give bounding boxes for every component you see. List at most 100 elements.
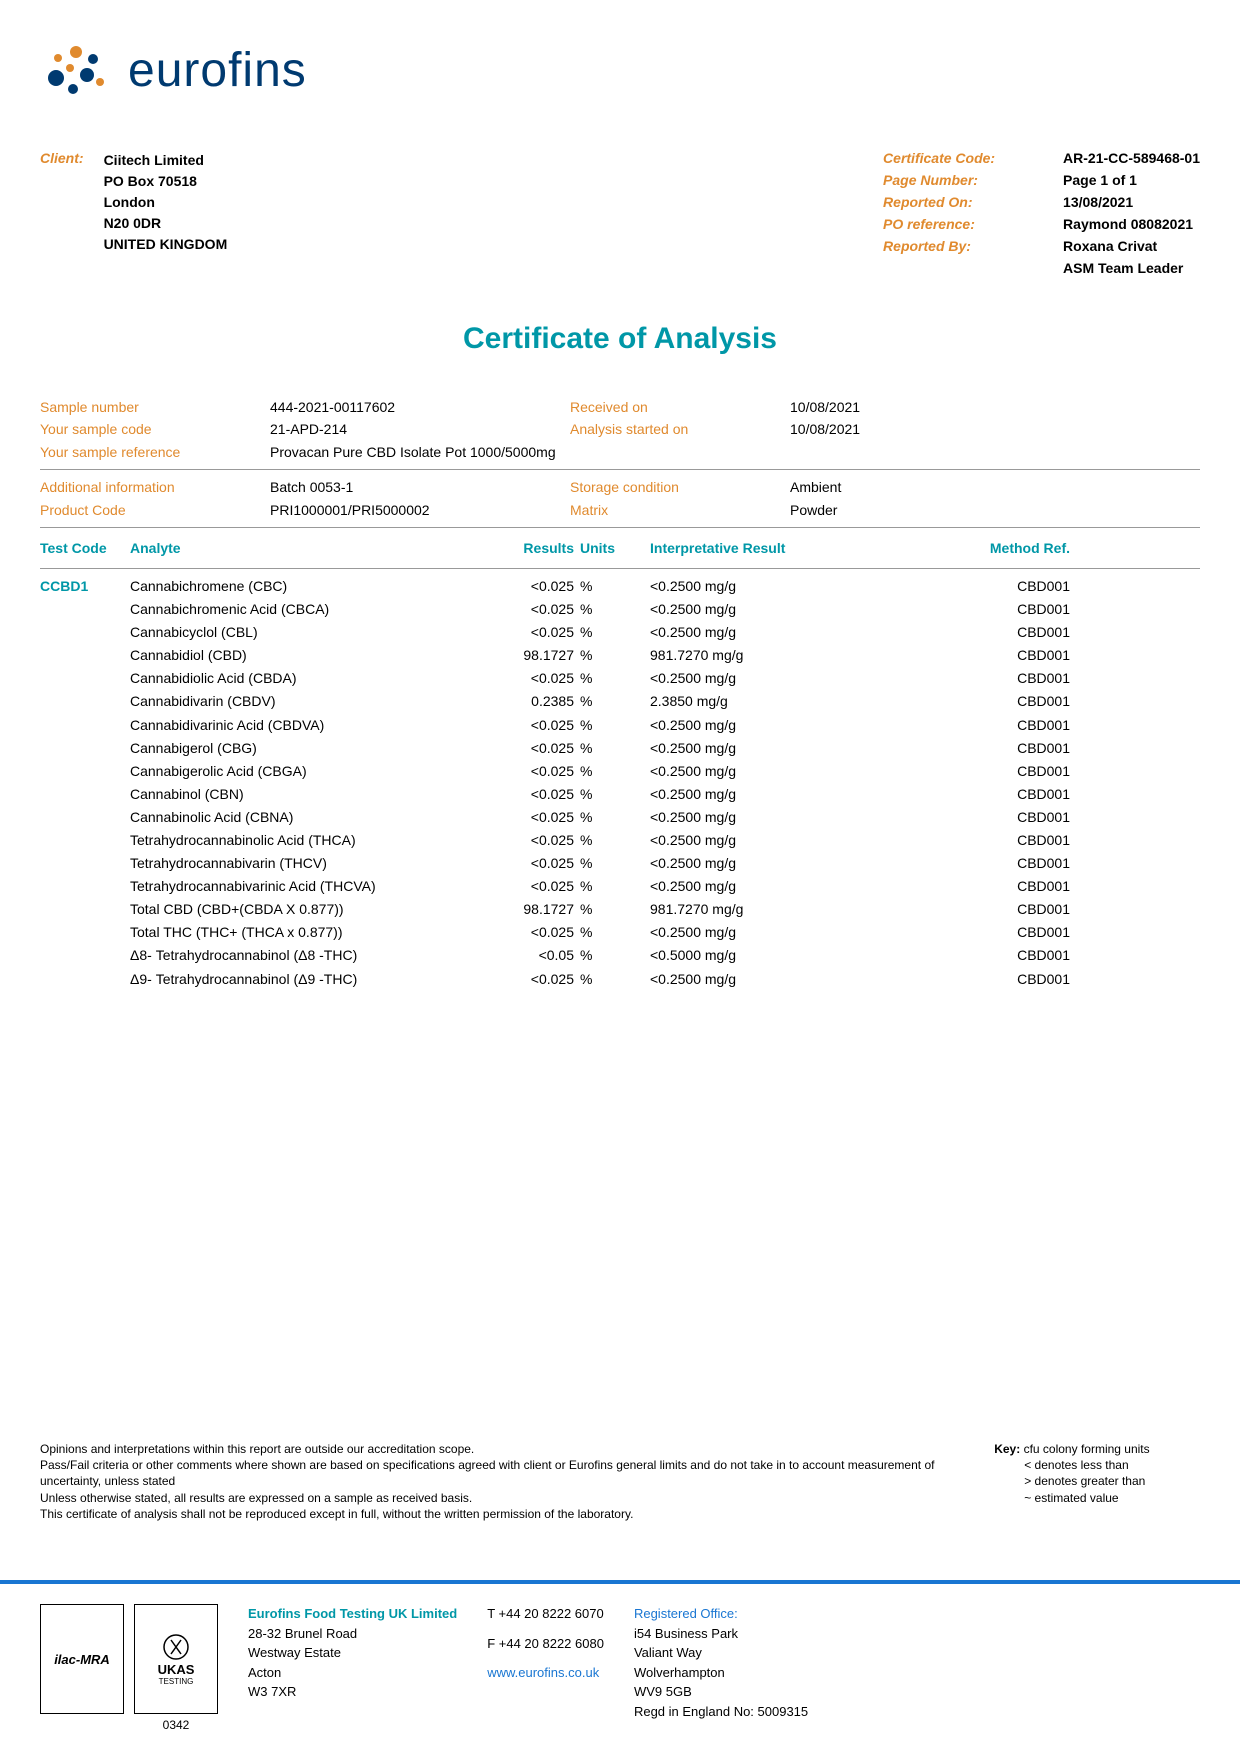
- col-method: Method Ref.: [910, 540, 1070, 556]
- cell-interp: <0.2500 mg/g: [650, 806, 910, 829]
- cell-results: <0.025: [490, 714, 580, 737]
- fax: F +44 20 8222 6080: [487, 1634, 604, 1654]
- cell-analyte: Cannabichromenic Acid (CBCA): [130, 598, 490, 621]
- cell-units: %: [580, 667, 650, 690]
- cell-method: CBD001: [910, 875, 1070, 898]
- header-block: Client: Ciitech LimitedPO Box 70518Londo…: [40, 150, 1200, 282]
- addr-line: 28-32 Brunel Road: [248, 1624, 457, 1644]
- cell-method: CBD001: [910, 944, 1070, 967]
- cell-interp: <0.2500 mg/g: [650, 968, 910, 991]
- key-item: ~ estimated value: [994, 1490, 1200, 1506]
- key-item: < denotes less than: [994, 1457, 1200, 1473]
- client-label: Client:: [40, 150, 84, 282]
- cell-units: %: [580, 852, 650, 875]
- cert-meta-val: 13/08/2021: [1063, 194, 1133, 210]
- cell-analyte: Cannabinol (CBN): [130, 783, 490, 806]
- cell-method: CBD001: [910, 898, 1070, 921]
- sample-val: Provacan Pure CBD Isolate Pot 1000/5000m…: [270, 441, 570, 463]
- cell-interp: <0.2500 mg/g: [650, 737, 910, 760]
- website-link[interactable]: www.eurofins.co.uk: [487, 1663, 604, 1683]
- cell-results: <0.05: [490, 944, 580, 967]
- cell-units: %: [580, 921, 650, 944]
- cell-method: CBD001: [910, 598, 1070, 621]
- cell-method: CBD001: [910, 968, 1070, 991]
- client-line: N20 0DR: [104, 213, 228, 234]
- cert-meta-val: Roxana Crivat: [1063, 238, 1157, 254]
- results-row: Cannabicyclol (CBL)<0.025%<0.2500 mg/gCB…: [40, 621, 1200, 644]
- cell-interp: <0.2500 mg/g: [650, 714, 910, 737]
- ukas-sub: TESTING: [159, 1677, 194, 1686]
- cell-results: <0.025: [490, 737, 580, 760]
- cert-meta-row: ASM Team Leader: [883, 260, 1200, 276]
- cell-interp: <0.2500 mg/g: [650, 598, 910, 621]
- cell-interp: <0.2500 mg/g: [650, 921, 910, 944]
- cell-method: CBD001: [910, 714, 1070, 737]
- cell-units: %: [580, 690, 650, 713]
- cell-analyte: Cannabigerol (CBG): [130, 737, 490, 760]
- cell-method: CBD001: [910, 737, 1070, 760]
- results-row: Cannabidiol (CBD)98.1727%981.7270 mg/gCB…: [40, 644, 1200, 667]
- cell-method: CBD001: [910, 690, 1070, 713]
- cell-analyte: Total CBD (CBD+(CBDA X 0.877)): [130, 898, 490, 921]
- addr-line: Regd in England No: 5009315: [634, 1702, 808, 1722]
- sample-key2: Received on: [570, 396, 790, 418]
- results-row: Total CBD (CBD+(CBDA X 0.877))98.1727%98…: [40, 898, 1200, 921]
- divider: [40, 527, 1200, 528]
- sample-key: Your sample code: [40, 418, 270, 440]
- ukas-badge-icon: UKAS TESTING: [134, 1604, 218, 1714]
- cell-analyte: Tetrahydrocannabinolic Acid (THCA): [130, 829, 490, 852]
- sample-val: Batch 0053-1: [270, 476, 570, 498]
- cell-results: <0.025: [490, 575, 580, 598]
- client-block: Client: Ciitech LimitedPO Box 70518Londo…: [40, 150, 227, 282]
- results-body: CCBD1Cannabichromene (CBC)<0.025%<0.2500…: [40, 575, 1200, 991]
- client-line: PO Box 70518: [104, 171, 228, 192]
- divider: [40, 469, 1200, 470]
- cell-results: 0.2385: [490, 690, 580, 713]
- certificate-meta: Certificate Code:AR-21-CC-589468-01Page …: [883, 150, 1200, 282]
- ukas-text: UKAS: [158, 1662, 195, 1677]
- cell-units: %: [580, 644, 650, 667]
- key-label: Key:: [994, 1442, 1020, 1456]
- cell-method: CBD001: [910, 667, 1070, 690]
- sample-val2: 10/08/2021: [790, 396, 860, 418]
- col-interp: Interpretative Result: [650, 540, 910, 556]
- cell-interp: <0.2500 mg/g: [650, 829, 910, 852]
- results-row: Cannabidivarinic Acid (CBDVA)<0.025%<0.2…: [40, 714, 1200, 737]
- cell-units: %: [580, 968, 650, 991]
- disclaimer-line: This certificate of analysis shall not b…: [40, 1506, 964, 1522]
- regoffice-label: Registered Office:: [634, 1604, 808, 1624]
- cell-results: 98.1727: [490, 898, 580, 921]
- cell-interp: <0.2500 mg/g: [650, 667, 910, 690]
- cell-results: <0.025: [490, 852, 580, 875]
- cert-meta-row: Reported On:13/08/2021: [883, 194, 1200, 210]
- cert-meta-row: Reported By:Roxana Crivat: [883, 238, 1200, 254]
- disclaimer-line: Unless otherwise stated, all results are…: [40, 1490, 964, 1506]
- results-row: Δ9- Tetrahydrocannabinol (Δ9 -THC)<0.025…: [40, 968, 1200, 991]
- addr-line: WV9 5GB: [634, 1682, 808, 1702]
- client-line: London: [104, 192, 228, 213]
- accreditation-logos: ilac-MRA UKAS TESTING 0342: [40, 1604, 218, 1732]
- divider: [40, 568, 1200, 569]
- results-row: Cannabinol (CBN)<0.025%<0.2500 mg/gCBD00…: [40, 783, 1200, 806]
- footer-notes: Opinions and interpretations within this…: [40, 1441, 1200, 1522]
- registered-office: Registered Office: i54 Business ParkVali…: [634, 1604, 808, 1732]
- cell-interp: <0.2500 mg/g: [650, 621, 910, 644]
- cell-units: %: [580, 783, 650, 806]
- cell-units: %: [580, 898, 650, 921]
- cell-results: 98.1727: [490, 644, 580, 667]
- cell-analyte: Cannabigerolic Acid (CBGA): [130, 760, 490, 783]
- cert-meta-val: ASM Team Leader: [1063, 260, 1183, 276]
- sample-val: PRI1000001/PRI5000002: [270, 499, 570, 521]
- cell-interp: <0.2500 mg/g: [650, 783, 910, 806]
- sample-row: Product CodePRI1000001/PRI5000002MatrixP…: [40, 499, 1200, 521]
- addr-line: Acton: [248, 1663, 457, 1683]
- cell-analyte: Cannabidiol (CBD): [130, 644, 490, 667]
- ilac-text: ilac-MRA: [54, 1652, 110, 1667]
- cell-units: %: [580, 875, 650, 898]
- sample-key: Product Code: [40, 499, 270, 521]
- certificate-title: Certificate of Analysis: [40, 322, 1200, 356]
- cell-method: CBD001: [910, 783, 1070, 806]
- cell-interp: 2.3850 mg/g: [650, 690, 910, 713]
- cell-analyte: Δ9- Tetrahydrocannabinol (Δ9 -THC): [130, 968, 490, 991]
- cell-results: <0.025: [490, 667, 580, 690]
